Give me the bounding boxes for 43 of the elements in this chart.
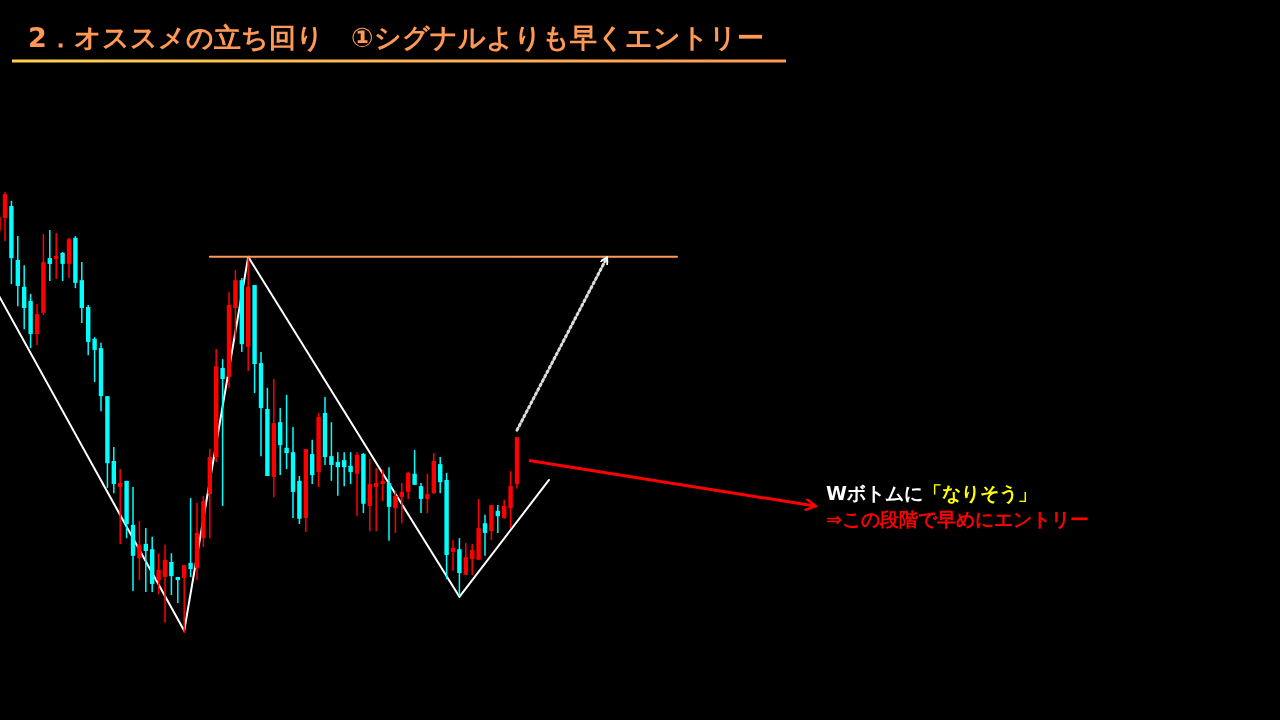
candlestick [502, 499, 507, 520]
candlestick [367, 458, 372, 532]
candlestick [118, 468, 123, 545]
candlestick [348, 451, 353, 485]
text: 「なりそう」 [922, 482, 1037, 505]
candlestick [463, 542, 468, 576]
candlestick [374, 467, 379, 532]
candlestick [386, 466, 392, 542]
candlestick [92, 336, 97, 383]
candlestick [156, 552, 161, 595]
candlestick [143, 527, 148, 593]
candlestick [284, 394, 289, 470]
candlestick [470, 543, 475, 576]
candlestick [220, 358, 225, 507]
candlestick [438, 456, 443, 494]
candlestick [457, 537, 462, 597]
candlestick [342, 451, 347, 487]
candlestick [111, 446, 116, 494]
candlestick [482, 514, 488, 557]
candlestick [406, 471, 411, 500]
candlestick [34, 303, 40, 346]
candlestick [60, 251, 65, 282]
candlestick [508, 470, 513, 529]
candlestick [137, 520, 142, 581]
text: ⇒この段階で早めにエントリー [826, 508, 1089, 530]
title: 2．オススメの立ち回り ①シグナルよりも早くエントリー [28, 22, 764, 53]
candlestick [329, 421, 334, 482]
candlestick [47, 229, 52, 282]
candlestick [393, 490, 398, 534]
candlestick [418, 482, 424, 514]
candlestick [278, 407, 283, 476]
candlestick [412, 449, 417, 486]
candlestick [354, 451, 360, 517]
candlestick [310, 439, 315, 485]
candlestick [169, 552, 174, 596]
candlestick [188, 497, 193, 578]
candlestick [182, 564, 187, 634]
text: Wボトムに [826, 482, 923, 504]
candlestick [380, 469, 385, 502]
candlestick [2, 191, 8, 242]
candlestick [450, 539, 456, 572]
candlestick [425, 473, 430, 514]
candlestick [22, 264, 27, 330]
